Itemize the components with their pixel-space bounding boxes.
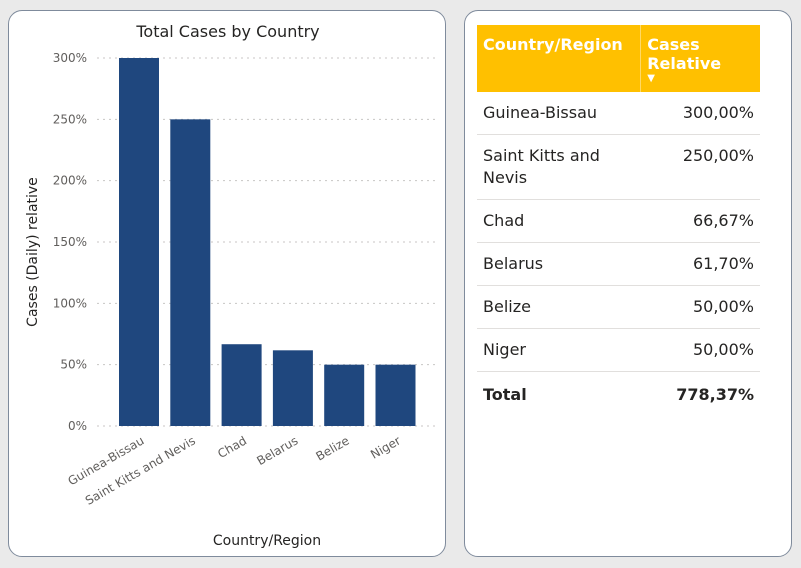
x-tick-label: Chad [215, 433, 249, 461]
x-tick-label: Belize [314, 433, 352, 463]
table-row[interactable]: Niger 50,00% [477, 328, 760, 372]
value-cell: 250,00% [640, 134, 760, 200]
total-row: Total 778,37% [477, 372, 760, 419]
column-header-label: Cases Relative [647, 35, 722, 73]
bar[interactable] [324, 364, 365, 426]
chart-title: Total Cases by Country [135, 22, 319, 41]
bar[interactable] [119, 58, 159, 426]
table-visual[interactable]: Country/Region Cases Relative ▼ Guinea-B… [464, 10, 792, 557]
column-header-cases-relative[interactable]: Cases Relative ▼ [640, 25, 760, 92]
table-row[interactable]: Belize 50,00% [477, 285, 760, 329]
x-axis-title: Country/Region [213, 533, 321, 549]
table-row[interactable]: Guinea-Bissau 300,00% [477, 92, 760, 135]
y-tick-label: 200% [53, 174, 87, 188]
total-value: 778,37% [676, 385, 754, 404]
value-cell: 66,67% [640, 199, 760, 243]
y-tick-label: 250% [53, 112, 87, 126]
y-axis-ticks: 0% 50% 100% 150% 200% 250% 300% [53, 51, 87, 433]
country-cell: Saint Kitts and Nevis [477, 134, 641, 200]
bar[interactable] [375, 364, 416, 426]
country-cell: Chad [477, 199, 641, 243]
y-tick-label: 150% [53, 235, 87, 249]
bar-chart-visual[interactable]: Total Cases by Country 0% 50% 100% 150% 200%… [8, 10, 446, 557]
y-tick-label: 50% [60, 358, 87, 372]
value-cell: 50,00% [640, 328, 760, 372]
value-cell: 50,00% [640, 285, 760, 329]
x-tick-label: Niger [368, 433, 403, 461]
country-cell: Belarus [477, 242, 641, 286]
table-row[interactable]: Chad 66,67% [477, 199, 760, 243]
bar[interactable] [170, 119, 211, 426]
y-tick-label: 100% [53, 296, 87, 310]
y-tick-label: 0% [68, 419, 87, 433]
sort-descending-icon[interactable]: ▼ [647, 73, 655, 84]
total-label: Total [483, 385, 527, 404]
bar-chart: Total Cases by Country 0% 50% 100% 150% 200%… [25, 22, 437, 549]
value-cell: 61,70% [640, 242, 760, 286]
table-row[interactable]: Saint Kitts and Nevis 250,00% [477, 134, 760, 200]
x-tick-label: Belarus [254, 433, 300, 468]
table-row[interactable]: Belarus 61,70% [477, 242, 760, 286]
column-header-label: Country/Region [483, 35, 623, 54]
country-cell: Niger [477, 328, 641, 372]
cases-table: Country/Region Cases Relative ▼ Guinea-B… [477, 25, 760, 418]
bar[interactable] [272, 350, 313, 426]
y-axis-title: Cases (Daily) relative [25, 177, 41, 327]
bar[interactable] [221, 344, 262, 426]
country-cell: Belize [477, 285, 641, 329]
value-cell: 300,00% [640, 92, 760, 135]
country-cell: Guinea-Bissau [477, 92, 641, 135]
bars [119, 58, 416, 426]
column-header-country[interactable]: Country/Region [477, 25, 641, 92]
y-tick-label: 300% [53, 51, 87, 65]
